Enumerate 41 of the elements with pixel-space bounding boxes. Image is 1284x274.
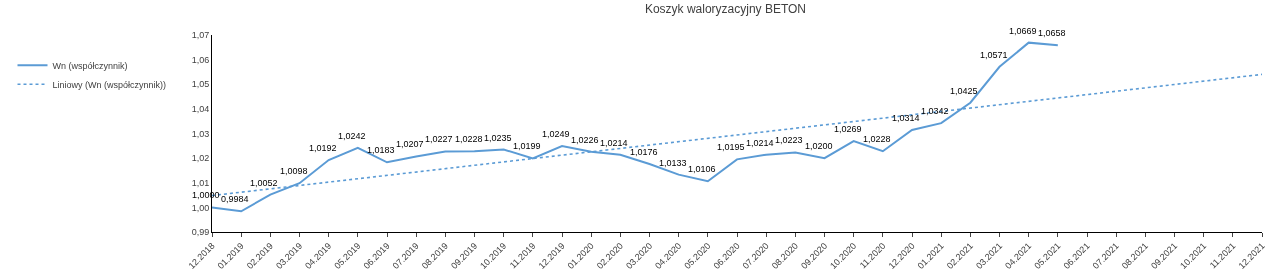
data-label: 1,0223: [775, 135, 803, 145]
data-label: 1,0176: [630, 147, 658, 157]
y-tick-label: 1,00: [191, 202, 210, 213]
data-label: 1,0192: [309, 143, 337, 153]
chart-title: Koszyk waloryzacyjny BETON: [644, 1, 807, 16]
data-label: 1,0226: [571, 135, 599, 145]
y-tick-label: 1,06: [191, 54, 210, 65]
data-label: 1,0228: [863, 134, 891, 144]
data-label: 1,0342: [921, 106, 949, 116]
data-label: 1,0269: [834, 124, 862, 134]
data-label: 1,0249: [542, 129, 570, 139]
data-label: 1,0425: [950, 86, 978, 96]
legend-label: Liniowy (Wn (współczynnik)): [52, 79, 167, 90]
data-label: 1,0052: [250, 178, 278, 188]
data-label: 1,0200: [805, 141, 833, 151]
data-label: 1,0214: [746, 138, 774, 148]
data-label: 1,0658: [1038, 28, 1066, 38]
data-label: 1,0183: [367, 145, 395, 155]
y-tick-label: 1,05: [191, 79, 210, 90]
y-tick-label: 0,99: [191, 227, 210, 238]
data-label: 1,0199: [513, 141, 541, 151]
data-label: 0,9984: [221, 194, 249, 204]
data-label: 1,0669: [1009, 26, 1037, 36]
data-label: 1,0227: [425, 134, 453, 144]
y-tick-label: 1,03: [191, 128, 210, 139]
data-label: 1,0133: [659, 158, 687, 168]
data-label: 1,0106: [688, 164, 716, 174]
y-tick-label: 1,01: [191, 177, 210, 188]
y-tick-label: 1,04: [191, 104, 210, 115]
data-label: 1,0235: [484, 133, 512, 143]
data-label: 1,0098: [280, 166, 308, 176]
data-label: 1,0242: [338, 131, 366, 141]
y-tick-label: 1,02: [191, 153, 210, 164]
data-label: 1,0571: [980, 50, 1008, 60]
legend-label: Wn (współczynnik): [52, 60, 128, 71]
data-label: 1,0207: [396, 139, 424, 149]
data-label: 1,0228: [455, 134, 483, 144]
data-label: 1,0195: [717, 142, 745, 152]
data-label: 1,0314: [892, 113, 920, 123]
data-label: 1,0214: [600, 138, 628, 148]
y-tick-label: 1,07: [191, 30, 210, 41]
